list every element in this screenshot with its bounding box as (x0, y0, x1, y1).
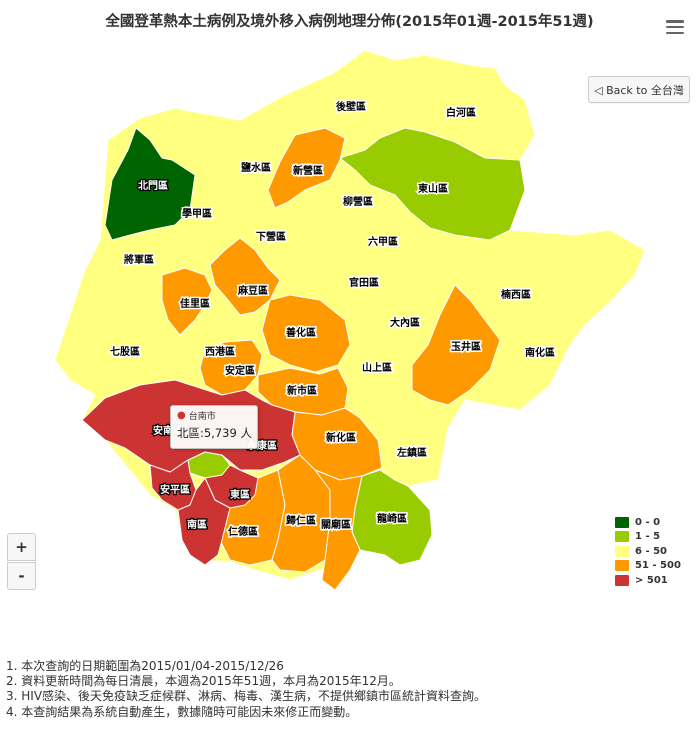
tooltip-district: 北區 (177, 426, 200, 440)
label-xinhua: 新化區 (326, 431, 356, 444)
legend-item[interactable]: 6 - 50 (615, 544, 681, 558)
back-to-taiwan-button[interactable]: ◁ Back to 全台灣 (588, 76, 690, 103)
menu-icon[interactable] (666, 20, 684, 36)
label-east: 東區 (230, 488, 250, 501)
label-xinying: 新營區 (293, 164, 323, 177)
legend-swatch (615, 516, 629, 528)
label-yujing: 玉井區 (451, 340, 481, 353)
label-houbi: 後壁區 (336, 100, 366, 113)
region-shanhua[interactable] (261, 294, 351, 373)
label-xinshi: 新市區 (287, 384, 317, 397)
zoom-in-button[interactable]: + (7, 533, 36, 561)
label-guantian: 官田區 (349, 276, 379, 289)
legend-swatch (615, 545, 629, 557)
legend-item[interactable]: 1 - 5 (615, 530, 681, 544)
region-xinying[interactable] (267, 127, 346, 209)
chart-title: 全國登革熱本土病例及境外移入病例地理分佈(2015年01週-2015年51週) (105, 14, 594, 30)
legend-item[interactable]: 0 - 0 (615, 515, 681, 529)
label-nanhua: 南化區 (525, 346, 555, 359)
note-2: 2. 資料更新時間為每日清晨，本週為2015年51週，本月為2015年12月。 (6, 674, 401, 689)
legend-label: 0 - 0 (635, 516, 661, 528)
legend-swatch (615, 574, 629, 586)
region-dongshan[interactable] (339, 127, 526, 241)
label-baihe: 白河區 (446, 106, 476, 119)
label-shanhua: 善化區 (286, 326, 316, 339)
label-south: 南區 (187, 518, 207, 531)
tooltip-value: 5,739 人 (203, 426, 252, 440)
region-yujing[interactable] (411, 284, 501, 406)
label-anping: 安平區 (160, 483, 190, 496)
region-south[interactable] (177, 477, 231, 566)
label-shanshang: 山上區 (362, 361, 392, 374)
label-anding: 安定區 (225, 364, 255, 377)
map-tooltip: ● 台南市 北區:5,739 人 (170, 405, 258, 449)
label-zuozhen: 左鎮區 (396, 446, 427, 459)
region-guiren[interactable] (271, 454, 331, 573)
label-guiren: 歸仁區 (286, 514, 316, 527)
note-1: 1. 本次查詢的日期範圍為2015/01/04-2015/12/26 (6, 659, 284, 673)
legend-label: 1 - 5 (635, 531, 661, 542)
label-longqi: 龍崎區 (377, 512, 407, 525)
label-jiangjun: 將軍區 (124, 253, 154, 266)
label-danei: 大內區 (390, 316, 420, 329)
label-nanxi: 楠西區 (500, 288, 531, 301)
legend-label: 6 - 50 (635, 545, 667, 557)
label-yanshui: 鹽水區 (241, 161, 271, 174)
legend-item[interactable]: 51 - 500 (615, 559, 681, 573)
legend-label: > 501 (635, 574, 668, 586)
label-jiali: 佳里區 (180, 297, 210, 310)
label-xuejia: 學甲區 (182, 207, 212, 220)
region-madou[interactable] (209, 237, 281, 316)
label-madou: 麻豆區 (237, 284, 268, 297)
label-xiaying: 下營區 (256, 230, 286, 243)
tooltip-dot-icon: ● (177, 410, 186, 421)
tooltip-city: 台南市 (188, 412, 216, 422)
label-guanmiao: 關廟區 (321, 518, 351, 531)
note-3: 3. HIV感染、後天免疫缺乏症候群、淋病、梅毒、漢生病，不提供鄉鎮市區統計資料… (6, 689, 487, 704)
legend-swatch (615, 560, 629, 571)
label-qigu: 七股區 (110, 345, 140, 358)
footnotes: 1. 本次查詢的日期範圍為2015/01/04-2015/12/26 2. 資料… (6, 659, 486, 720)
label-liujia: 六甲區 (368, 235, 398, 248)
region-guanmiao[interactable] (314, 469, 363, 591)
zoom-out-button[interactable]: - (7, 562, 36, 590)
legend-item[interactable]: > 501 (615, 573, 681, 587)
label-dongshan: 東山區 (418, 182, 448, 195)
label-beimen: 北門區 (138, 179, 168, 192)
region-beimen[interactable] (104, 127, 196, 241)
label-rende: 仁德區 (228, 525, 258, 538)
legend: 0 - 0 1 - 5 6 - 50 51 - 500 > 501 (615, 515, 681, 588)
legend-swatch (615, 531, 629, 542)
region-jiali[interactable] (161, 267, 213, 336)
label-liuying: 柳營區 (343, 195, 373, 208)
label-xigang: 西港區 (205, 345, 235, 358)
region-anding[interactable] (199, 339, 263, 396)
note-4: 4. 本查詢結果為系統自動產生，數據隨時可能因未來修正而變動。 (6, 704, 358, 719)
legend-label: 51 - 500 (635, 560, 681, 571)
